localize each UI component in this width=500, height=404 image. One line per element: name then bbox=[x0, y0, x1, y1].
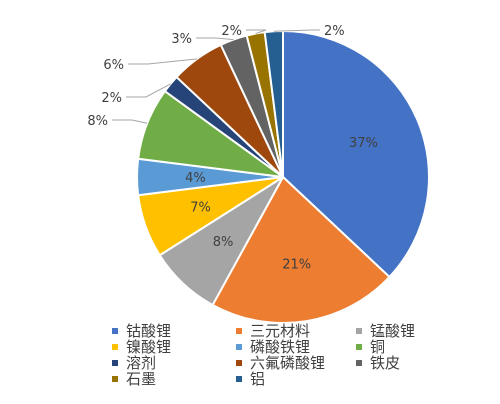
leader-line bbox=[246, 29, 267, 35]
pie-slices bbox=[136, 29, 430, 324]
legend-label: 镍酸锂 bbox=[126, 338, 172, 356]
data-label: 2% bbox=[101, 91, 122, 106]
data-label: 8% bbox=[87, 114, 108, 129]
legend-swatch bbox=[356, 327, 362, 334]
data-label: 3% bbox=[171, 32, 192, 47]
data-label: 4% bbox=[185, 171, 206, 186]
legend-label: 三元材料 bbox=[250, 322, 311, 340]
leader-line bbox=[112, 119, 148, 124]
legend-swatch bbox=[112, 343, 118, 350]
pie-slice bbox=[282, 29, 430, 279]
data-label: 37% bbox=[349, 136, 378, 151]
leader-lines bbox=[112, 29, 320, 124]
data-label: 2% bbox=[221, 24, 242, 39]
legend-item: 磷酸铁锂 bbox=[236, 336, 310, 357]
legend-item: 钴酸锂 bbox=[112, 320, 171, 341]
legend-swatch bbox=[356, 343, 362, 350]
legend-item: 石墨 bbox=[112, 368, 156, 389]
legend-label: 石墨 bbox=[126, 370, 157, 388]
legend-label: 钴酸锂 bbox=[126, 322, 172, 340]
data-label: 8% bbox=[213, 235, 234, 250]
legend-label: 六氟磷酸锂 bbox=[250, 354, 326, 372]
legend-item: 铁皮 bbox=[356, 352, 400, 373]
leader-line bbox=[196, 37, 234, 41]
legend-swatch bbox=[112, 327, 118, 334]
legend-label: 磷酸铁锂 bbox=[250, 338, 311, 356]
legend-item: 铜 bbox=[356, 336, 385, 357]
legend-label: 铝 bbox=[250, 370, 266, 388]
legend-item: 镍酸锂 bbox=[112, 336, 171, 357]
legend-item: 三元材料 bbox=[236, 320, 310, 341]
data-label: 2% bbox=[324, 24, 345, 39]
leader-line bbox=[273, 29, 320, 32]
pie-slice bbox=[211, 175, 391, 324]
data-label: 21% bbox=[282, 258, 311, 273]
legend-swatch bbox=[236, 343, 242, 350]
legend-label: 锰酸锂 bbox=[370, 322, 416, 340]
legend-swatch bbox=[236, 359, 242, 366]
leader-line bbox=[126, 83, 171, 98]
legend-label: 溶剂 bbox=[126, 354, 157, 372]
legend-item: 铝 bbox=[236, 368, 265, 389]
leader-line bbox=[128, 58, 198, 65]
data-label: 7% bbox=[190, 201, 211, 216]
legend-label: 铁皮 bbox=[370, 354, 401, 372]
legend-swatch bbox=[236, 327, 242, 334]
legend-swatch bbox=[112, 359, 118, 366]
legend-swatch bbox=[112, 375, 118, 382]
legend-item: 溶剂 bbox=[112, 352, 156, 373]
data-label: 6% bbox=[103, 58, 124, 73]
data-labels: 37% 21% 8% 7% 4% 8% 2% 6% 3% 2% 2% bbox=[87, 24, 377, 273]
legend-label: 铜 bbox=[370, 338, 386, 356]
legend-item: 六氟磷酸锂 bbox=[236, 352, 325, 373]
legend-swatch bbox=[236, 375, 242, 382]
legend-swatch bbox=[356, 359, 362, 366]
legend-item: 锰酸锂 bbox=[356, 320, 415, 341]
